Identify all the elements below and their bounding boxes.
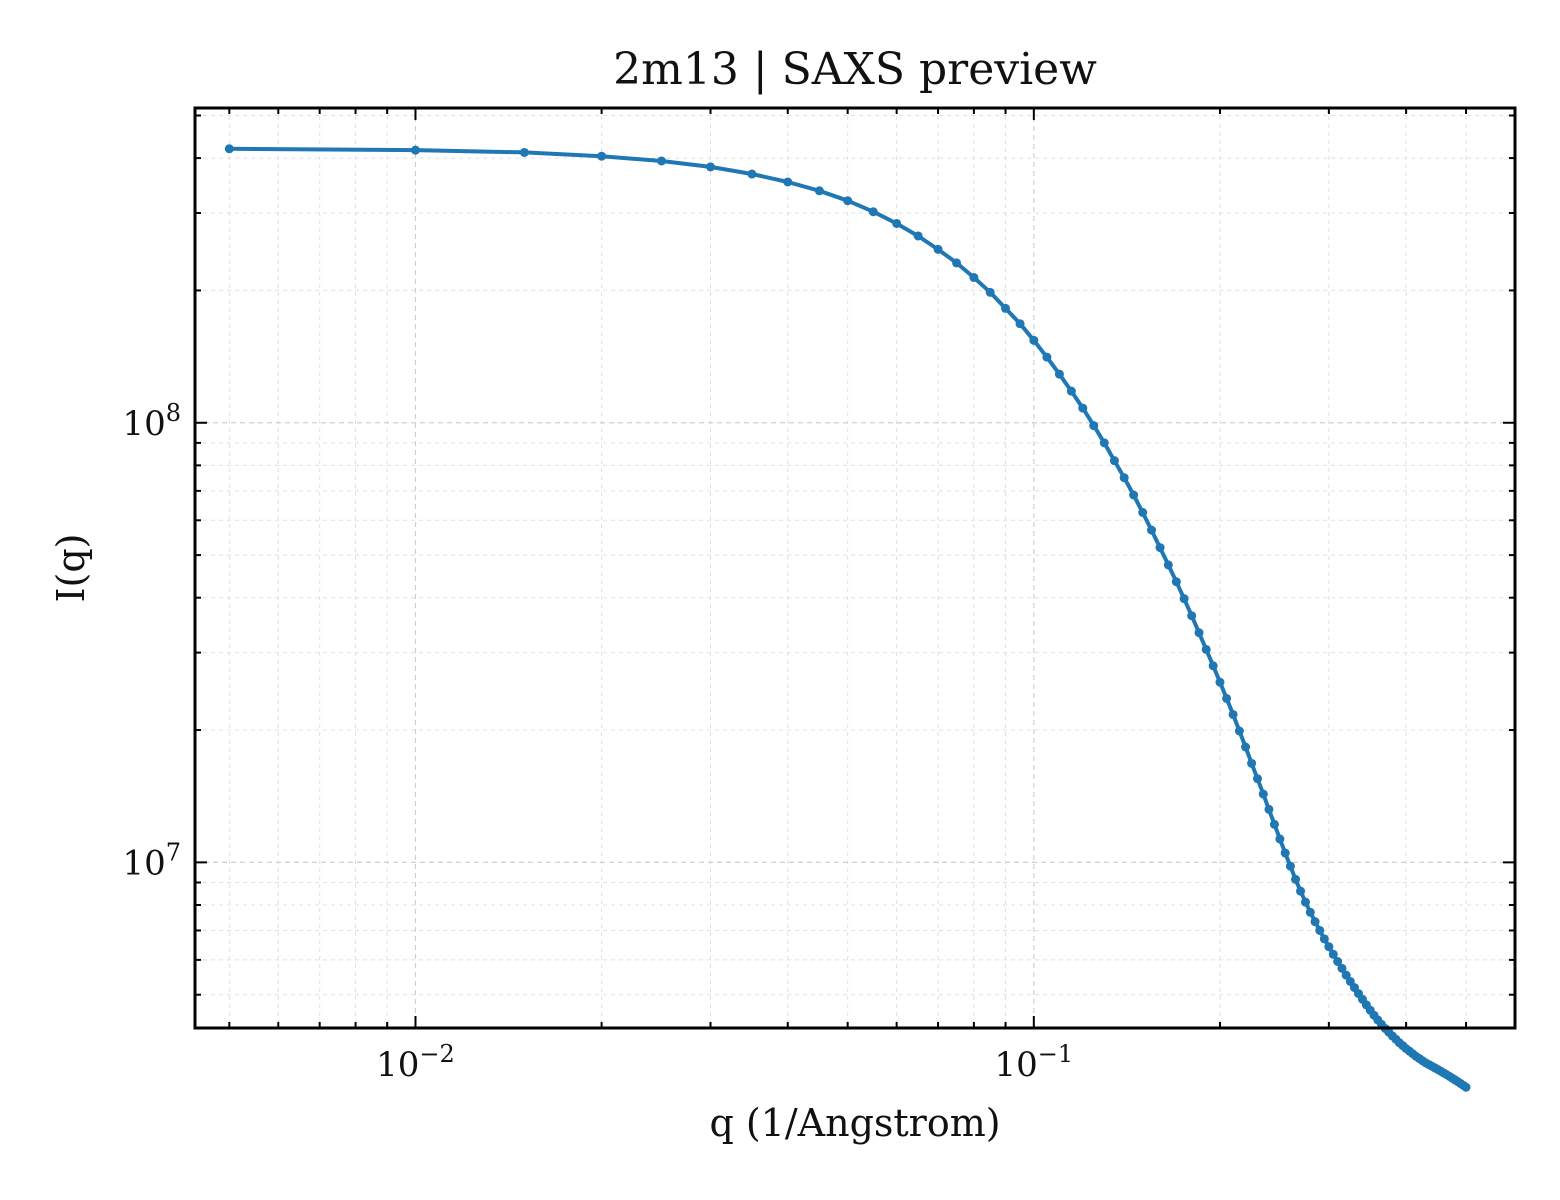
- y-tick-label-exponent: 8: [166, 399, 181, 427]
- data-point: [1147, 525, 1157, 535]
- y-tick-label-base: 10: [122, 404, 165, 444]
- data-point: [843, 196, 853, 206]
- data-point: [1171, 577, 1181, 587]
- x-tick-label: 10−2: [376, 1040, 455, 1085]
- data-point: [1324, 942, 1334, 952]
- data-point: [1253, 774, 1263, 784]
- plot-frame: [193, 106, 1517, 1030]
- y-tick-label-base: 10: [122, 843, 165, 883]
- grid-lines: [195, 108, 1515, 1028]
- data-point: [1187, 611, 1197, 621]
- plot-series: [224, 144, 1471, 1092]
- data-point: [1300, 897, 1310, 907]
- data-point: [1315, 925, 1325, 935]
- data-point: [1291, 874, 1301, 884]
- data-point: [1461, 1082, 1471, 1092]
- data-point: [1258, 789, 1268, 799]
- data-point: [1319, 934, 1329, 944]
- data-point: [868, 207, 878, 217]
- data-point: [1305, 907, 1315, 917]
- data-point: [1247, 758, 1257, 768]
- data-point: [1001, 303, 1011, 313]
- data-point: [1328, 949, 1338, 959]
- data-point: [985, 287, 995, 297]
- data-point: [1138, 507, 1148, 517]
- x-tick-label-base: 10: [994, 1045, 1037, 1085]
- data-point: [1222, 693, 1232, 703]
- axis-ticks: [195, 108, 1515, 1028]
- data-point: [1275, 834, 1285, 844]
- data-point: [1042, 352, 1052, 362]
- data-point: [1194, 628, 1204, 638]
- y-axis-label: I(q): [49, 534, 93, 603]
- data-point: [1179, 594, 1189, 604]
- data-point: [1109, 456, 1119, 466]
- data-point: [1119, 473, 1129, 483]
- data-point: [1280, 848, 1290, 858]
- data-point: [1099, 438, 1109, 448]
- data-point: [1089, 421, 1099, 431]
- data-point: [747, 169, 757, 179]
- y-tick-label: 107: [122, 838, 181, 883]
- data-point: [1201, 644, 1211, 654]
- data-point: [224, 144, 234, 154]
- data-point: [1215, 677, 1225, 687]
- data-point: [913, 231, 923, 241]
- data-point: [1333, 957, 1343, 967]
- data-point: [657, 156, 667, 166]
- data-point: [1241, 742, 1251, 752]
- data-point: [597, 151, 607, 161]
- data-point: [1285, 861, 1295, 871]
- x-tick-label-exponent: −1: [1038, 1040, 1073, 1068]
- data-point: [1234, 726, 1244, 736]
- data-point: [1310, 917, 1320, 927]
- data-point: [952, 258, 962, 268]
- x-tick-labels: 10−2 10−1: [376, 1040, 1073, 1085]
- data-point: [1264, 804, 1274, 814]
- data-point: [519, 147, 529, 157]
- data-point: [1054, 369, 1064, 379]
- data-point: [410, 145, 420, 155]
- y-tick-label: 108: [122, 399, 181, 444]
- data-point: [706, 162, 716, 172]
- data-point: [814, 186, 824, 196]
- data-point: [892, 218, 902, 228]
- y-tick-label-exponent: 7: [166, 838, 181, 866]
- data-point: [1078, 403, 1088, 413]
- x-tick-label: 10−1: [994, 1040, 1073, 1085]
- x-tick-label-base: 10: [376, 1045, 419, 1085]
- x-axis-label: q (1/Angstrom): [709, 1101, 1000, 1145]
- series-line: [227, 146, 1468, 1090]
- data-point: [1208, 661, 1218, 671]
- data-point: [969, 273, 979, 283]
- data-point: [1163, 560, 1173, 570]
- data-point: [1029, 335, 1039, 345]
- data-point: [1337, 963, 1347, 973]
- chart-title: 2m13 | SAXS preview: [613, 44, 1097, 95]
- data-point: [1228, 709, 1238, 719]
- data-point: [783, 177, 793, 187]
- data-point: [1066, 386, 1076, 396]
- data-point: [1269, 819, 1279, 829]
- x-tick-label-exponent: −2: [419, 1040, 454, 1068]
- data-point: [933, 244, 943, 254]
- data-point: [1296, 886, 1306, 896]
- data-point: [1015, 319, 1025, 329]
- data-point: [1155, 543, 1165, 553]
- data-point: [1129, 490, 1139, 500]
